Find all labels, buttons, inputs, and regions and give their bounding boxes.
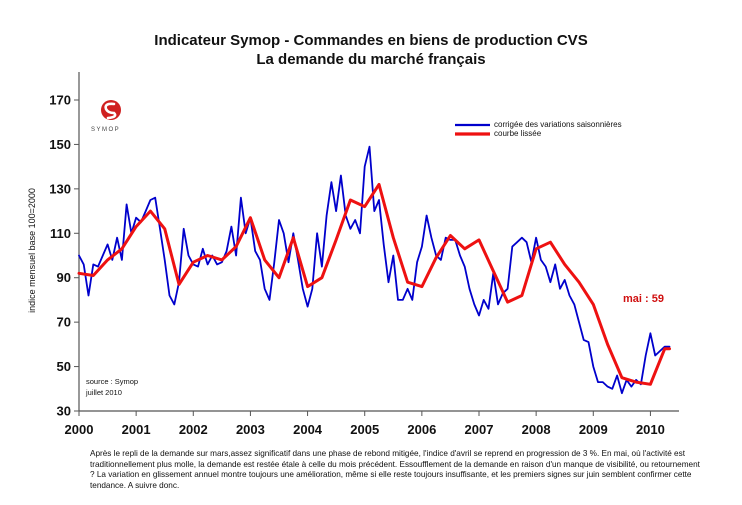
- x-tick-label: 2010: [636, 422, 665, 437]
- symop-logo-text: SYMOP: [91, 127, 120, 133]
- x-tick-label: 2003: [236, 422, 265, 437]
- y-axis-label: indice mensuel base 100=2000: [27, 188, 37, 313]
- source-line-1: source : Symop: [86, 377, 138, 386]
- series-line-cvs: [78, 145, 671, 395]
- chart-legend: corrigée des variations saisonnières cou…: [455, 120, 622, 138]
- x-tick-label: 2002: [179, 422, 208, 437]
- legend-label-smoothed: courbe lissée: [494, 129, 542, 138]
- y-tick-label: 170: [49, 93, 71, 108]
- x-tick-label: 2007: [465, 422, 494, 437]
- annotation-may: mai : 59: [623, 293, 664, 305]
- y-tick-label: 130: [49, 181, 71, 196]
- y-tick-label: 110: [50, 226, 71, 241]
- x-tick-label: 2008: [522, 422, 551, 437]
- y-tick-label: 70: [57, 315, 71, 330]
- x-tick-label: 2000: [65, 422, 94, 437]
- chart-ticks: 30 50 70 90 110 130 150 170 2000 2001 2002 2003 2004…: [49, 93, 665, 438]
- chart-canvas: indice mensuel base 100=2000 30 50 70 90 110…: [27, 72, 679, 438]
- chart-axes: indice mensuel base 100=2000: [27, 72, 679, 412]
- x-tick-label: 2001: [122, 422, 151, 437]
- x-tick-label: 2006: [407, 422, 436, 437]
- series-line-smoothed: [77, 182, 671, 386]
- symop-logo: SYMOP: [91, 100, 121, 133]
- y-tick-label: 50: [57, 359, 71, 374]
- legend-label-cvs: corrigée des variations saisonnières: [494, 120, 622, 129]
- symop-logo-s-shape: [104, 102, 117, 120]
- chart-series-layer: [77, 145, 671, 395]
- x-tick-label: 2004: [293, 422, 323, 437]
- y-tick-label: 30: [57, 404, 71, 419]
- footnote-text: Après le repli de la demande sur mars,as…: [90, 449, 700, 490]
- y-tick-label: 90: [57, 270, 71, 285]
- chart-subtitle: La demande du marché français: [256, 51, 486, 68]
- x-tick-label: 2009: [579, 422, 608, 437]
- chart-title: Indicateur Symop - Commandes en biens de…: [154, 32, 588, 49]
- x-tick-label: 2005: [350, 422, 379, 437]
- y-tick-label: 150: [49, 137, 71, 152]
- source-line-2: juillet 2010: [85, 388, 122, 397]
